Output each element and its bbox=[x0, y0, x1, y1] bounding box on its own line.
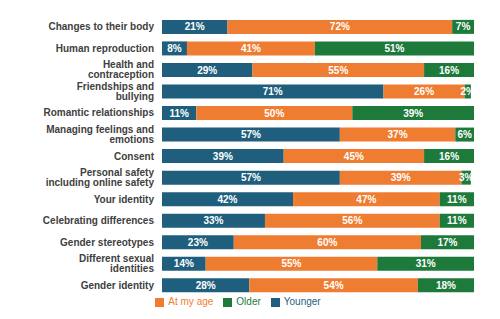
svg-text:23%: 23% bbox=[188, 237, 208, 248]
svg-text:11%: 11% bbox=[169, 108, 189, 119]
svg-text:29%: 29% bbox=[197, 65, 217, 76]
html-text:At my age: At my age bbox=[168, 296, 214, 307]
svg-text:72%: 72% bbox=[330, 21, 350, 32]
svg-text:14%: 14% bbox=[174, 258, 194, 269]
svg-text:Managing feelings andemotions: Managing feelings andemotions bbox=[46, 124, 154, 145]
svg-text:51%: 51% bbox=[384, 43, 404, 54]
svg-text:Changes to their body: Changes to their body bbox=[48, 21, 154, 32]
svg-text:39%: 39% bbox=[391, 172, 411, 183]
svg-text:60%: 60% bbox=[317, 237, 337, 248]
svg-text:Human reproduction: Human reproduction bbox=[56, 43, 154, 54]
svg-text:41%: 41% bbox=[241, 43, 261, 54]
svg-text:Personal safetyincluding onlin: Personal safetyincluding online safety bbox=[46, 167, 155, 188]
svg-text:16%: 16% bbox=[439, 151, 459, 162]
svg-text:Celebrating differences: Celebrating differences bbox=[43, 215, 155, 226]
svg-text:Gender stereotypes: Gender stereotypes bbox=[60, 237, 154, 248]
svg-text:16%: 16% bbox=[439, 65, 459, 76]
svg-text:Your identity: Your identity bbox=[94, 194, 155, 205]
svg-text:Different sexualidentities: Different sexualidentities bbox=[79, 253, 154, 274]
svg-text:8%: 8% bbox=[167, 43, 182, 54]
svg-text:11%: 11% bbox=[447, 194, 467, 205]
svg-text:Health andcontraception: Health andcontraception bbox=[88, 59, 154, 80]
svg-text:6%: 6% bbox=[457, 129, 472, 140]
svg-text:2%: 2% bbox=[461, 86, 476, 97]
svg-text:21%: 21% bbox=[185, 21, 205, 32]
svg-text:Gender identity: Gender identity bbox=[81, 280, 155, 291]
svg-text:31%: 31% bbox=[416, 258, 436, 269]
svg-text:42%: 42% bbox=[218, 194, 238, 205]
html-text:Younger: Younger bbox=[283, 296, 321, 307]
svg-text:57%: 57% bbox=[241, 129, 261, 140]
svg-text:37%: 37% bbox=[388, 129, 408, 140]
svg-text:33%: 33% bbox=[203, 215, 223, 226]
svg-text:7%: 7% bbox=[456, 21, 471, 32]
svg-text:55%: 55% bbox=[328, 65, 348, 76]
svg-text:39%: 39% bbox=[213, 151, 233, 162]
svg-text:28%: 28% bbox=[196, 280, 216, 291]
html-text:Older: Older bbox=[236, 296, 261, 307]
svg-text:Friendships andbullying: Friendships andbullying bbox=[77, 81, 154, 102]
svg-text:3%: 3% bbox=[459, 172, 474, 183]
svg-text:57%: 57% bbox=[241, 172, 261, 183]
svg-text:50%: 50% bbox=[264, 108, 284, 119]
svg-text:45%: 45% bbox=[344, 151, 364, 162]
svg-text:11%: 11% bbox=[447, 215, 467, 226]
svg-text:55%: 55% bbox=[281, 258, 301, 269]
svg-text:Romantic relationships: Romantic relationships bbox=[43, 107, 154, 118]
svg-text:Consent: Consent bbox=[114, 151, 155, 162]
svg-text:26%: 26% bbox=[414, 86, 434, 97]
svg-text:17%: 17% bbox=[437, 237, 457, 248]
svg-text:56%: 56% bbox=[342, 215, 362, 226]
svg-text:47%: 47% bbox=[356, 194, 376, 205]
svg-text:71%: 71% bbox=[263, 86, 283, 97]
svg-text:39%: 39% bbox=[403, 108, 423, 119]
svg-text:54%: 54% bbox=[324, 280, 344, 291]
svg-text:18%: 18% bbox=[436, 280, 456, 291]
